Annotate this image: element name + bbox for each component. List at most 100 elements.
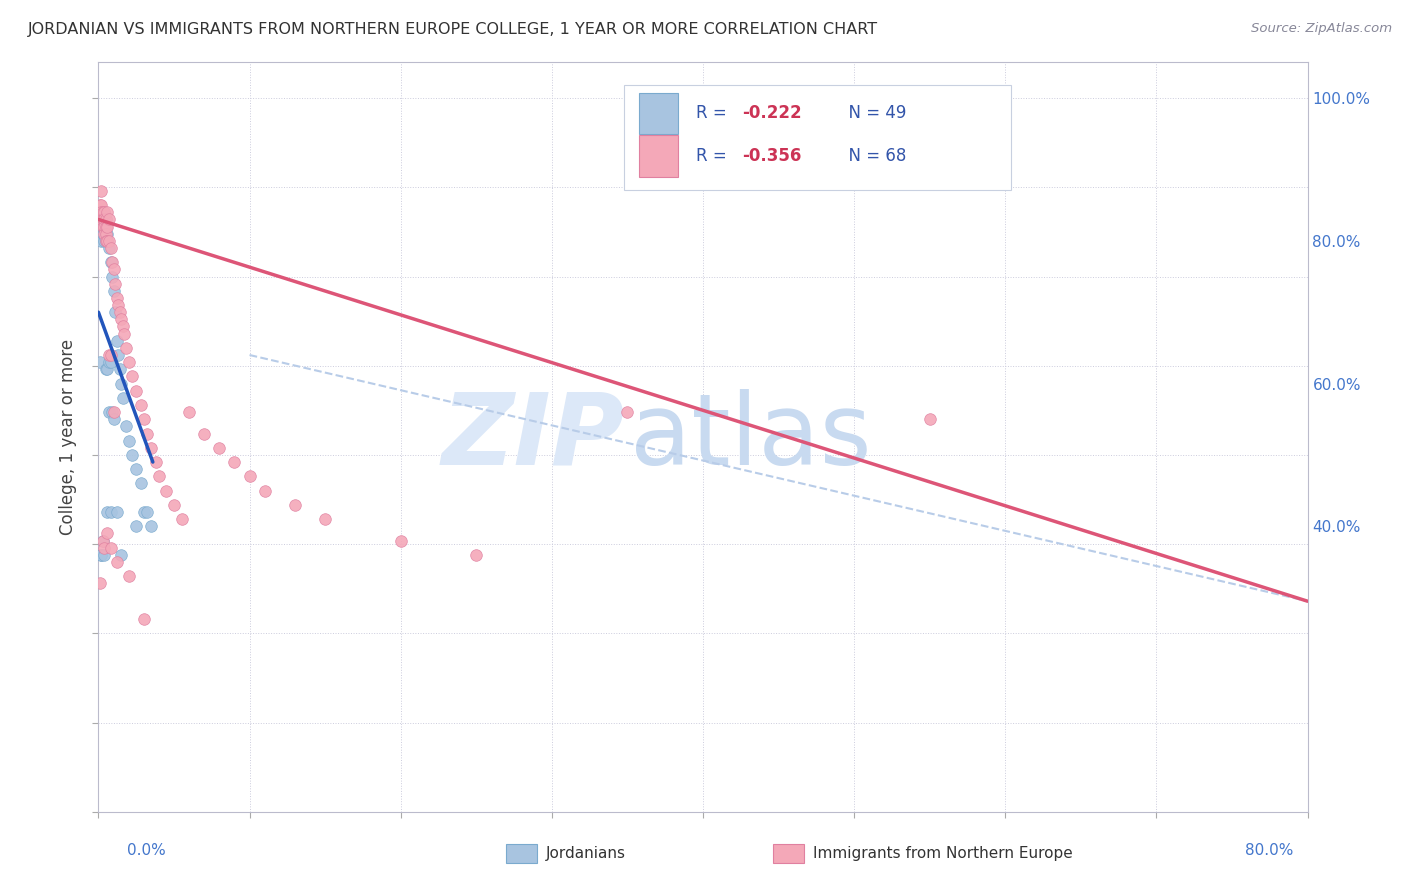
Point <box>93 219 115 234</box>
Point <box>90 234 112 248</box>
Point <box>94 219 117 234</box>
Point <box>94 227 117 241</box>
Point <box>98 405 121 419</box>
Point <box>118 355 141 369</box>
Point <box>101 269 124 284</box>
Point <box>616 405 638 419</box>
Point <box>93 541 115 555</box>
Point <box>129 398 152 412</box>
Point <box>103 284 125 298</box>
Point <box>253 483 276 498</box>
Point <box>110 312 132 326</box>
Point <box>91 212 114 227</box>
Point <box>389 533 412 548</box>
Text: -0.356: -0.356 <box>742 147 801 165</box>
Point <box>148 469 170 483</box>
Point <box>118 434 141 448</box>
Point <box>108 305 131 319</box>
Point <box>112 326 135 341</box>
Point <box>93 205 115 219</box>
Point <box>93 234 115 248</box>
Point <box>93 212 115 227</box>
Text: N = 68: N = 68 <box>838 147 907 165</box>
Point <box>89 205 111 219</box>
Point <box>103 405 125 419</box>
Point <box>145 455 167 469</box>
Point <box>98 234 121 248</box>
Point <box>118 569 141 583</box>
Text: N = 49: N = 49 <box>838 104 907 122</box>
Point <box>90 219 112 234</box>
Point <box>179 405 201 419</box>
Point <box>163 498 186 512</box>
Point <box>465 548 488 562</box>
Point <box>98 348 121 362</box>
Point <box>91 219 114 234</box>
Text: JORDANIAN VS IMMIGRANTS FROM NORTHERN EUROPE COLLEGE, 1 YEAR OR MORE CORRELATION: JORDANIAN VS IMMIGRANTS FROM NORTHERN EU… <box>28 22 879 37</box>
Point <box>89 355 111 369</box>
Point <box>100 241 122 255</box>
Point <box>93 205 115 219</box>
Point <box>96 526 118 541</box>
Point <box>90 184 112 198</box>
Point <box>104 277 127 291</box>
Point <box>93 227 115 241</box>
Point <box>105 505 128 519</box>
Point <box>107 298 129 312</box>
Point <box>93 548 115 562</box>
Point <box>284 498 307 512</box>
Point <box>114 419 136 434</box>
Text: Jordanians: Jordanians <box>546 847 626 861</box>
Point <box>96 205 118 219</box>
FancyBboxPatch shape <box>638 136 678 177</box>
Point <box>125 462 148 476</box>
Point <box>314 512 336 526</box>
Point <box>129 476 152 491</box>
Point <box>100 355 122 369</box>
Point <box>132 412 155 426</box>
Point <box>96 234 118 248</box>
Point <box>135 505 157 519</box>
Point <box>90 205 112 219</box>
FancyBboxPatch shape <box>638 93 678 134</box>
Point <box>96 362 118 376</box>
Text: ZIP: ZIP <box>441 389 624 485</box>
Point <box>94 212 117 227</box>
Point <box>239 469 262 483</box>
Point <box>98 241 121 255</box>
Point <box>89 198 111 212</box>
Point <box>107 348 129 362</box>
Point <box>94 212 117 227</box>
Point <box>114 341 136 355</box>
Point <box>100 348 122 362</box>
Point <box>90 198 112 212</box>
Point <box>121 448 143 462</box>
Point <box>93 212 115 227</box>
Point <box>132 505 155 519</box>
Point <box>104 305 127 319</box>
Text: Source: ZipAtlas.com: Source: ZipAtlas.com <box>1251 22 1392 36</box>
Point <box>94 219 117 234</box>
Point <box>89 576 111 591</box>
Point <box>98 355 121 369</box>
Text: 0.0%: 0.0% <box>127 843 166 858</box>
Point <box>111 391 134 405</box>
Point <box>91 227 114 241</box>
Point <box>94 362 117 376</box>
Point <box>101 255 124 269</box>
Point <box>103 412 125 426</box>
Point <box>96 227 118 241</box>
Point <box>98 212 121 227</box>
Point <box>108 362 131 376</box>
Point <box>91 533 114 548</box>
Point <box>90 548 112 562</box>
Point <box>208 441 231 455</box>
Point <box>100 505 122 519</box>
Point <box>155 483 177 498</box>
Point <box>170 512 193 526</box>
Text: -0.222: -0.222 <box>742 104 801 122</box>
Text: R =: R = <box>696 104 731 122</box>
Point <box>121 369 143 384</box>
Point <box>90 212 112 227</box>
Y-axis label: College, 1 year or more: College, 1 year or more <box>59 339 77 535</box>
